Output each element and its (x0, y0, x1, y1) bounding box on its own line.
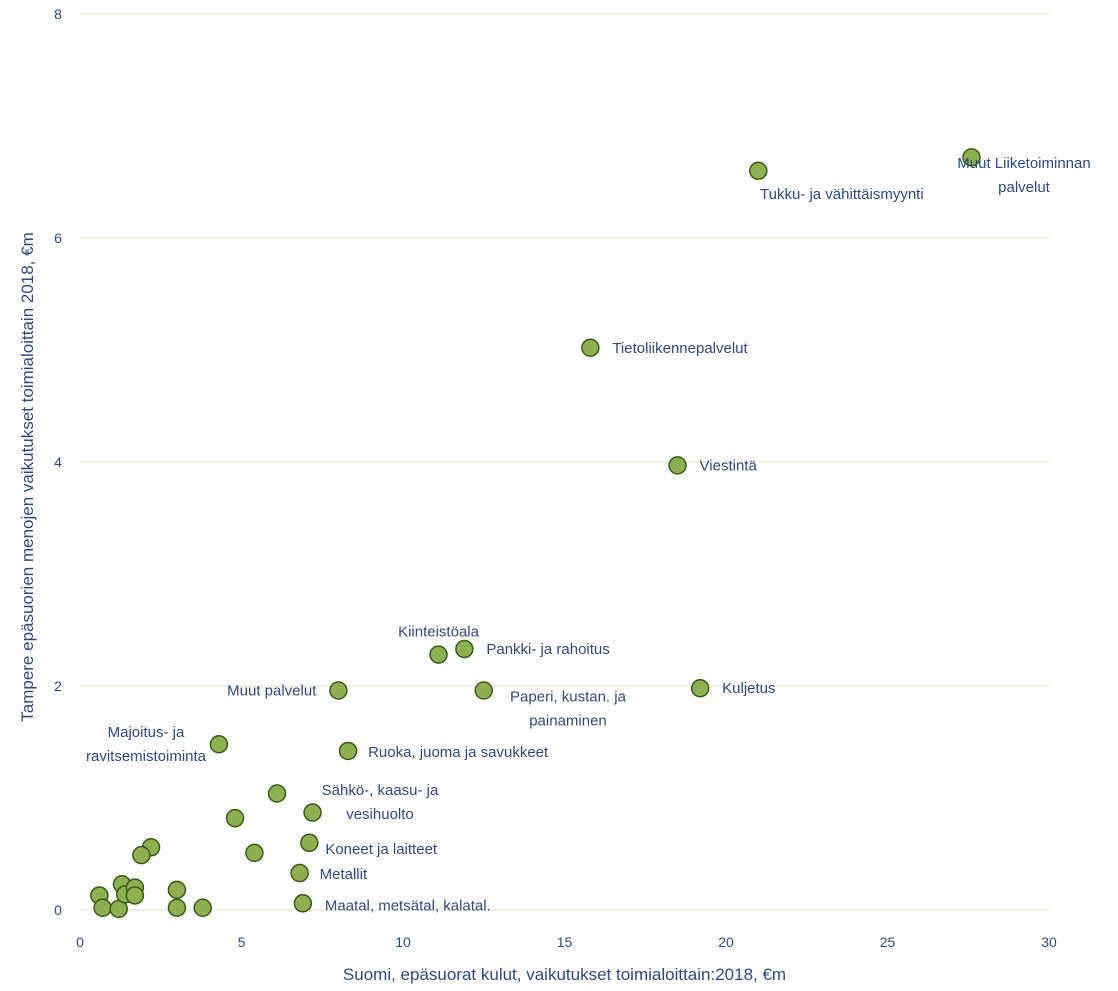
data-point (962, 148, 981, 167)
point-label: ravitsemistoiminta (86, 748, 207, 765)
data-point (329, 681, 348, 700)
data-point (167, 880, 187, 900)
point-label: Sähkö-, kaasu- ja (322, 782, 439, 799)
data-point (690, 678, 710, 698)
data-point (749, 161, 768, 181)
data-points (90, 148, 981, 919)
data-point (293, 894, 313, 913)
data-point (455, 639, 474, 659)
gridlines (80, 13, 1049, 911)
point-label: Ruoka, juoma ja savukkeet (368, 744, 549, 761)
y-tick-label: 4 (54, 454, 62, 470)
data-point (474, 681, 493, 700)
data-labels: Muut Liiketoiminnan palvelut Tukku- ja väh… (86, 155, 1091, 914)
point-label: Muut palvelut (227, 682, 317, 699)
data-point (290, 863, 309, 883)
y-tick-label: 6 (54, 230, 62, 246)
point-label: painaminen (529, 712, 607, 729)
data-point (267, 784, 287, 803)
data-point (429, 645, 448, 664)
point-label: Tietoliikennepalvelut (612, 340, 748, 357)
data-point (132, 845, 151, 865)
point-label: Koneet ja laitteet (325, 841, 438, 858)
point-label: Metallit (320, 866, 368, 883)
point-label: Kuljetus (722, 680, 775, 697)
data-point (245, 843, 264, 863)
point-label: Viestintä (700, 457, 758, 474)
x-tick-label: 20 (718, 934, 734, 950)
data-point (209, 734, 229, 754)
data-point (338, 741, 358, 761)
point-label: Tukku- ja vähittäismyynti (760, 186, 924, 203)
data-point (581, 338, 600, 358)
x-tick-label: 10 (395, 934, 411, 950)
x-tick-label: 15 (557, 934, 573, 950)
point-label: Pankki- ja rahoitus (486, 641, 609, 658)
x-tick-label: 5 (238, 934, 246, 950)
x-axis-title: Suomi, epäsuorat kulut, vaikutukset toim… (343, 965, 786, 984)
y-tick-label: 0 (54, 902, 62, 918)
data-point (225, 808, 245, 828)
point-label: vesihuolto (346, 806, 414, 823)
y-tick-label: 2 (54, 678, 62, 694)
data-point (167, 898, 187, 918)
point-label: Paperi, kustan. ja (510, 688, 627, 705)
x-tick-label: 25 (880, 934, 896, 950)
data-point (125, 886, 145, 905)
x-tick-label: 30 (1041, 934, 1057, 950)
axis-ticks: 0 2 4 6 8 0 5 10 15 20 25 30 (54, 6, 1057, 950)
x-tick-label: 0 (76, 934, 84, 950)
data-point (93, 898, 112, 918)
data-point (668, 456, 687, 475)
data-point (193, 898, 212, 918)
y-tick-label: 8 (54, 6, 62, 22)
y-axis-title: Tampere epäsuorien menojen vaikutukset t… (18, 232, 37, 722)
point-label: palvelut (998, 179, 1051, 196)
point-label: Muut Liiketoiminnan (957, 155, 1090, 172)
data-point (303, 803, 322, 822)
point-label: Kiinteistöala (398, 624, 480, 641)
point-label: Maatal, metsätal, kalatal. (325, 897, 491, 914)
point-label: Majoitus- ja (108, 724, 185, 741)
data-point (300, 833, 319, 853)
